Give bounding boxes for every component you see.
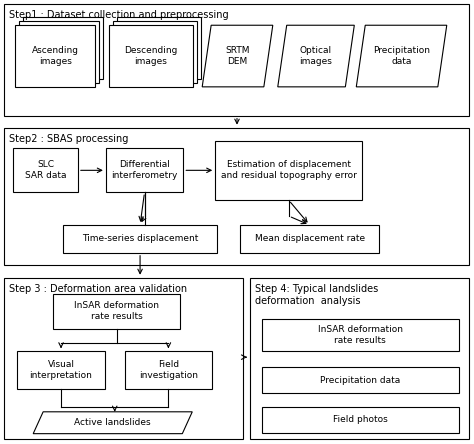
Bar bbox=[240, 225, 379, 253]
Bar bbox=[23, 17, 103, 79]
Text: Differential
interferometry: Differential interferometry bbox=[111, 160, 178, 180]
Bar bbox=[109, 25, 193, 87]
Polygon shape bbox=[202, 25, 273, 87]
Bar bbox=[53, 293, 180, 329]
Text: Step 4: Typical landslides
deformation  analysis: Step 4: Typical landslides deformation a… bbox=[255, 284, 378, 306]
Bar bbox=[250, 278, 469, 439]
Text: Precipitation
data: Precipitation data bbox=[373, 46, 430, 66]
Bar bbox=[106, 148, 183, 192]
Text: Field
investigation: Field investigation bbox=[139, 360, 198, 380]
Text: Visual
interpretation: Visual interpretation bbox=[29, 360, 92, 380]
Bar bbox=[13, 148, 78, 192]
Bar bbox=[215, 140, 362, 200]
Bar bbox=[262, 407, 459, 432]
Text: Mean displacement rate: Mean displacement rate bbox=[255, 234, 365, 243]
Bar bbox=[17, 351, 105, 389]
Text: Optical
images: Optical images bbox=[300, 46, 332, 66]
Polygon shape bbox=[356, 25, 447, 87]
Bar bbox=[4, 4, 469, 116]
Text: Precipitation data: Precipitation data bbox=[320, 376, 401, 385]
Bar bbox=[125, 351, 212, 389]
Text: InSAR deformation
rate results: InSAR deformation rate results bbox=[318, 325, 403, 345]
Polygon shape bbox=[278, 25, 354, 87]
Bar bbox=[117, 17, 201, 79]
Text: SRTM
DEM: SRTM DEM bbox=[225, 46, 250, 66]
Bar bbox=[262, 319, 459, 351]
Bar bbox=[262, 367, 459, 393]
Text: InSAR deformation
rate results: InSAR deformation rate results bbox=[74, 301, 159, 321]
Text: Step2 : SBAS processing: Step2 : SBAS processing bbox=[9, 134, 129, 143]
Bar bbox=[4, 278, 243, 439]
Bar bbox=[63, 225, 217, 253]
Text: Time-series displacement: Time-series displacement bbox=[82, 234, 198, 243]
Polygon shape bbox=[33, 412, 192, 434]
Text: Step1 : Dataset collection and preprocessing: Step1 : Dataset collection and preproces… bbox=[9, 10, 229, 20]
Bar bbox=[19, 21, 99, 83]
Text: Active landslides: Active landslides bbox=[74, 418, 151, 427]
Bar bbox=[113, 21, 197, 83]
Text: Descending
images: Descending images bbox=[124, 46, 178, 66]
Bar bbox=[15, 25, 95, 87]
Text: Estimation of displacement
and residual topography error: Estimation of displacement and residual … bbox=[221, 160, 356, 180]
Text: Step 3 : Deformation area validation: Step 3 : Deformation area validation bbox=[9, 284, 188, 293]
Text: Field photos: Field photos bbox=[333, 415, 388, 424]
Text: SLC
SAR data: SLC SAR data bbox=[25, 160, 66, 180]
Text: Ascending
images: Ascending images bbox=[32, 46, 79, 66]
Bar bbox=[4, 127, 469, 265]
